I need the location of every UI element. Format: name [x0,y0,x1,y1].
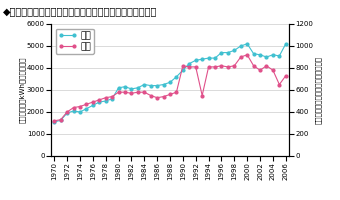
灯油 [174,91,179,93]
電力 [284,43,288,45]
灯油 [71,106,75,109]
灯油 [258,69,262,71]
電力 [142,83,146,86]
Legend: 電力, 灯油: 電力, 灯油 [55,29,94,54]
灯油 [213,66,217,68]
電力 [258,54,262,56]
灯油 [252,65,256,67]
灯油 [149,94,153,97]
灯油 [97,99,101,101]
電力 [78,111,82,113]
灯油 [58,118,63,121]
灯油 [207,66,211,68]
灯油 [239,56,243,58]
電力 [239,45,243,47]
電力 [84,108,88,110]
灯油 [284,75,288,77]
灯油 [136,91,140,93]
灯油 [265,65,269,67]
灯油 [219,65,223,67]
電力 [277,55,282,57]
電力 [65,112,69,114]
電力 [97,101,101,103]
電力 [265,56,269,58]
灯油 [110,95,114,98]
電力 [181,69,185,71]
電力 [52,121,56,123]
灯油 [117,91,121,93]
電力 [213,57,217,59]
灯油 [194,66,198,68]
電力 [252,53,256,55]
灯油 [52,120,56,122]
電力 [162,83,166,86]
灯油 [65,111,69,113]
電力 [155,84,159,87]
電力 [129,88,133,90]
電力 [194,59,198,62]
灯油 [129,92,133,95]
電力 [110,98,114,100]
灯油 [84,103,88,106]
電力 [168,81,172,84]
Line: 灯油: 灯油 [53,53,287,122]
Y-axis label: 灯油消費量（リットル／世帯・年）: 灯油消費量（リットル／世帯・年） [314,56,321,124]
灯油 [187,66,191,68]
電力 [187,62,191,65]
灯油 [271,69,275,71]
電力 [200,58,204,60]
電力 [245,43,249,45]
電力 [174,76,179,78]
電力 [149,84,153,87]
電力 [226,51,230,54]
灯油 [155,97,159,99]
Line: 電力: 電力 [53,42,287,123]
灯油 [245,54,249,56]
Text: ◆山形市の平均的な家庭におけるエネルギー消費量の推移: ◆山形市の平均的な家庭におけるエネルギー消費量の推移 [3,6,158,16]
灯油 [123,91,127,93]
灯油 [168,93,172,96]
電力 [207,57,211,59]
灯油 [104,97,108,99]
灯油 [200,94,204,97]
電力 [58,119,63,122]
灯油 [232,65,236,67]
灯油 [142,91,146,93]
電力 [123,86,127,88]
Y-axis label: 電力消費量（kWh／世帯・年）: 電力消費量（kWh／世帯・年） [19,57,26,123]
電力 [271,54,275,56]
灯油 [226,66,230,68]
電力 [117,87,121,89]
灯油 [181,65,185,67]
電力 [232,49,236,52]
灯油 [277,83,282,86]
電力 [104,100,108,102]
電力 [91,104,95,107]
灯油 [162,95,166,98]
電力 [71,110,75,112]
電力 [219,51,223,54]
灯油 [78,105,82,108]
灯油 [91,101,95,103]
電力 [136,87,140,89]
